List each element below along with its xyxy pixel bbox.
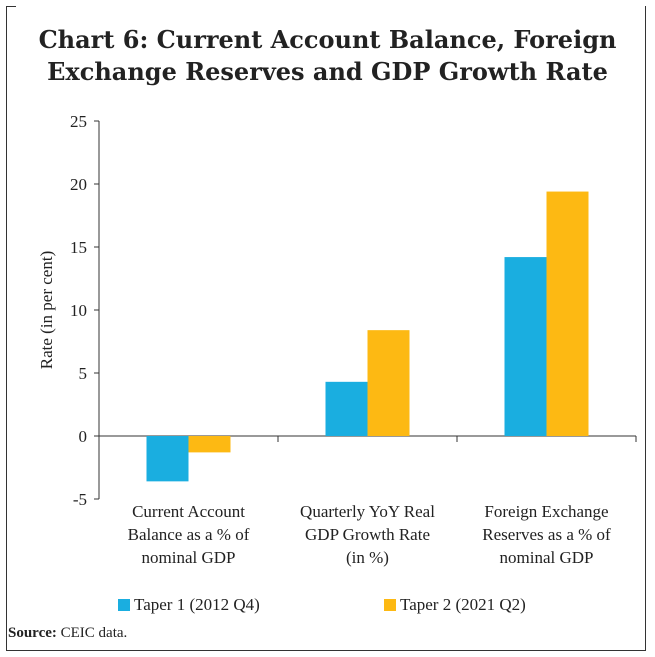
source-text: CEIC data.: [56, 625, 128, 641]
y-tick-label: 0: [79, 427, 88, 446]
x-category-label: nominal GDP: [142, 548, 236, 567]
x-category-label: nominal GDP: [500, 548, 594, 567]
y-tick-label: 20: [70, 175, 87, 194]
source-label: Source:: [8, 625, 57, 641]
x-category-label: Balance as a % of: [128, 525, 250, 544]
chart-title-line-2: Exchange Reserves and GDP Growth Rate: [47, 57, 608, 86]
legend-label-taper-2: Taper 2 (2021 Q2): [400, 595, 526, 614]
chart-bars: [146, 191, 589, 482]
y-axis-label: Rate (in per cent): [37, 251, 56, 369]
legend-item-taper-2: Taper 2 (2021 Q2): [384, 595, 526, 615]
x-category-label: Foreign Exchange: [484, 502, 608, 521]
x-category-label: Current Account: [132, 502, 245, 521]
chart-labels: 25 20 15 10 5 0 -5 Current Account Balance as a …: [70, 112, 611, 567]
bar-2-3: [546, 191, 589, 436]
bar-2-2: [367, 330, 410, 436]
chart-title-line-1: Chart 6: Current Account Balance, Foreig…: [38, 25, 617, 54]
bar-1-3: [504, 257, 547, 436]
legend-swatch-taper-1: [118, 599, 130, 611]
legend-label-taper-1: Taper 1 (2012 Q4): [134, 595, 260, 614]
y-tick-label: 15: [70, 238, 87, 257]
y-tick-label: 5: [79, 364, 88, 383]
x-category-label: Quarterly YoY Real: [300, 502, 435, 521]
y-tick-label: 10: [70, 301, 87, 320]
x-category-label: Reserves as a % of: [482, 525, 611, 544]
y-tick-label: -5: [73, 490, 87, 509]
x-category-label: (in %): [346, 548, 389, 567]
bar-1-2: [325, 381, 368, 436]
chart-frame: [6, 6, 646, 651]
y-tick-label: 25: [70, 112, 87, 131]
legend-item-taper-1: Taper 1 (2012 Q4): [118, 595, 260, 615]
chart-title: Chart 6: Current Account Balance, Foreig…: [0, 24, 655, 88]
x-category-label: GDP Growth Rate: [305, 525, 430, 544]
bar-1-1: [146, 436, 189, 482]
bar-2-1: [188, 436, 231, 453]
chart-legend: Taper 1 (2012 Q4) Taper 2 (2021 Q2): [0, 595, 655, 619]
source-note: Source: CEIC data.: [8, 625, 127, 642]
legend-swatch-taper-2: [384, 599, 396, 611]
